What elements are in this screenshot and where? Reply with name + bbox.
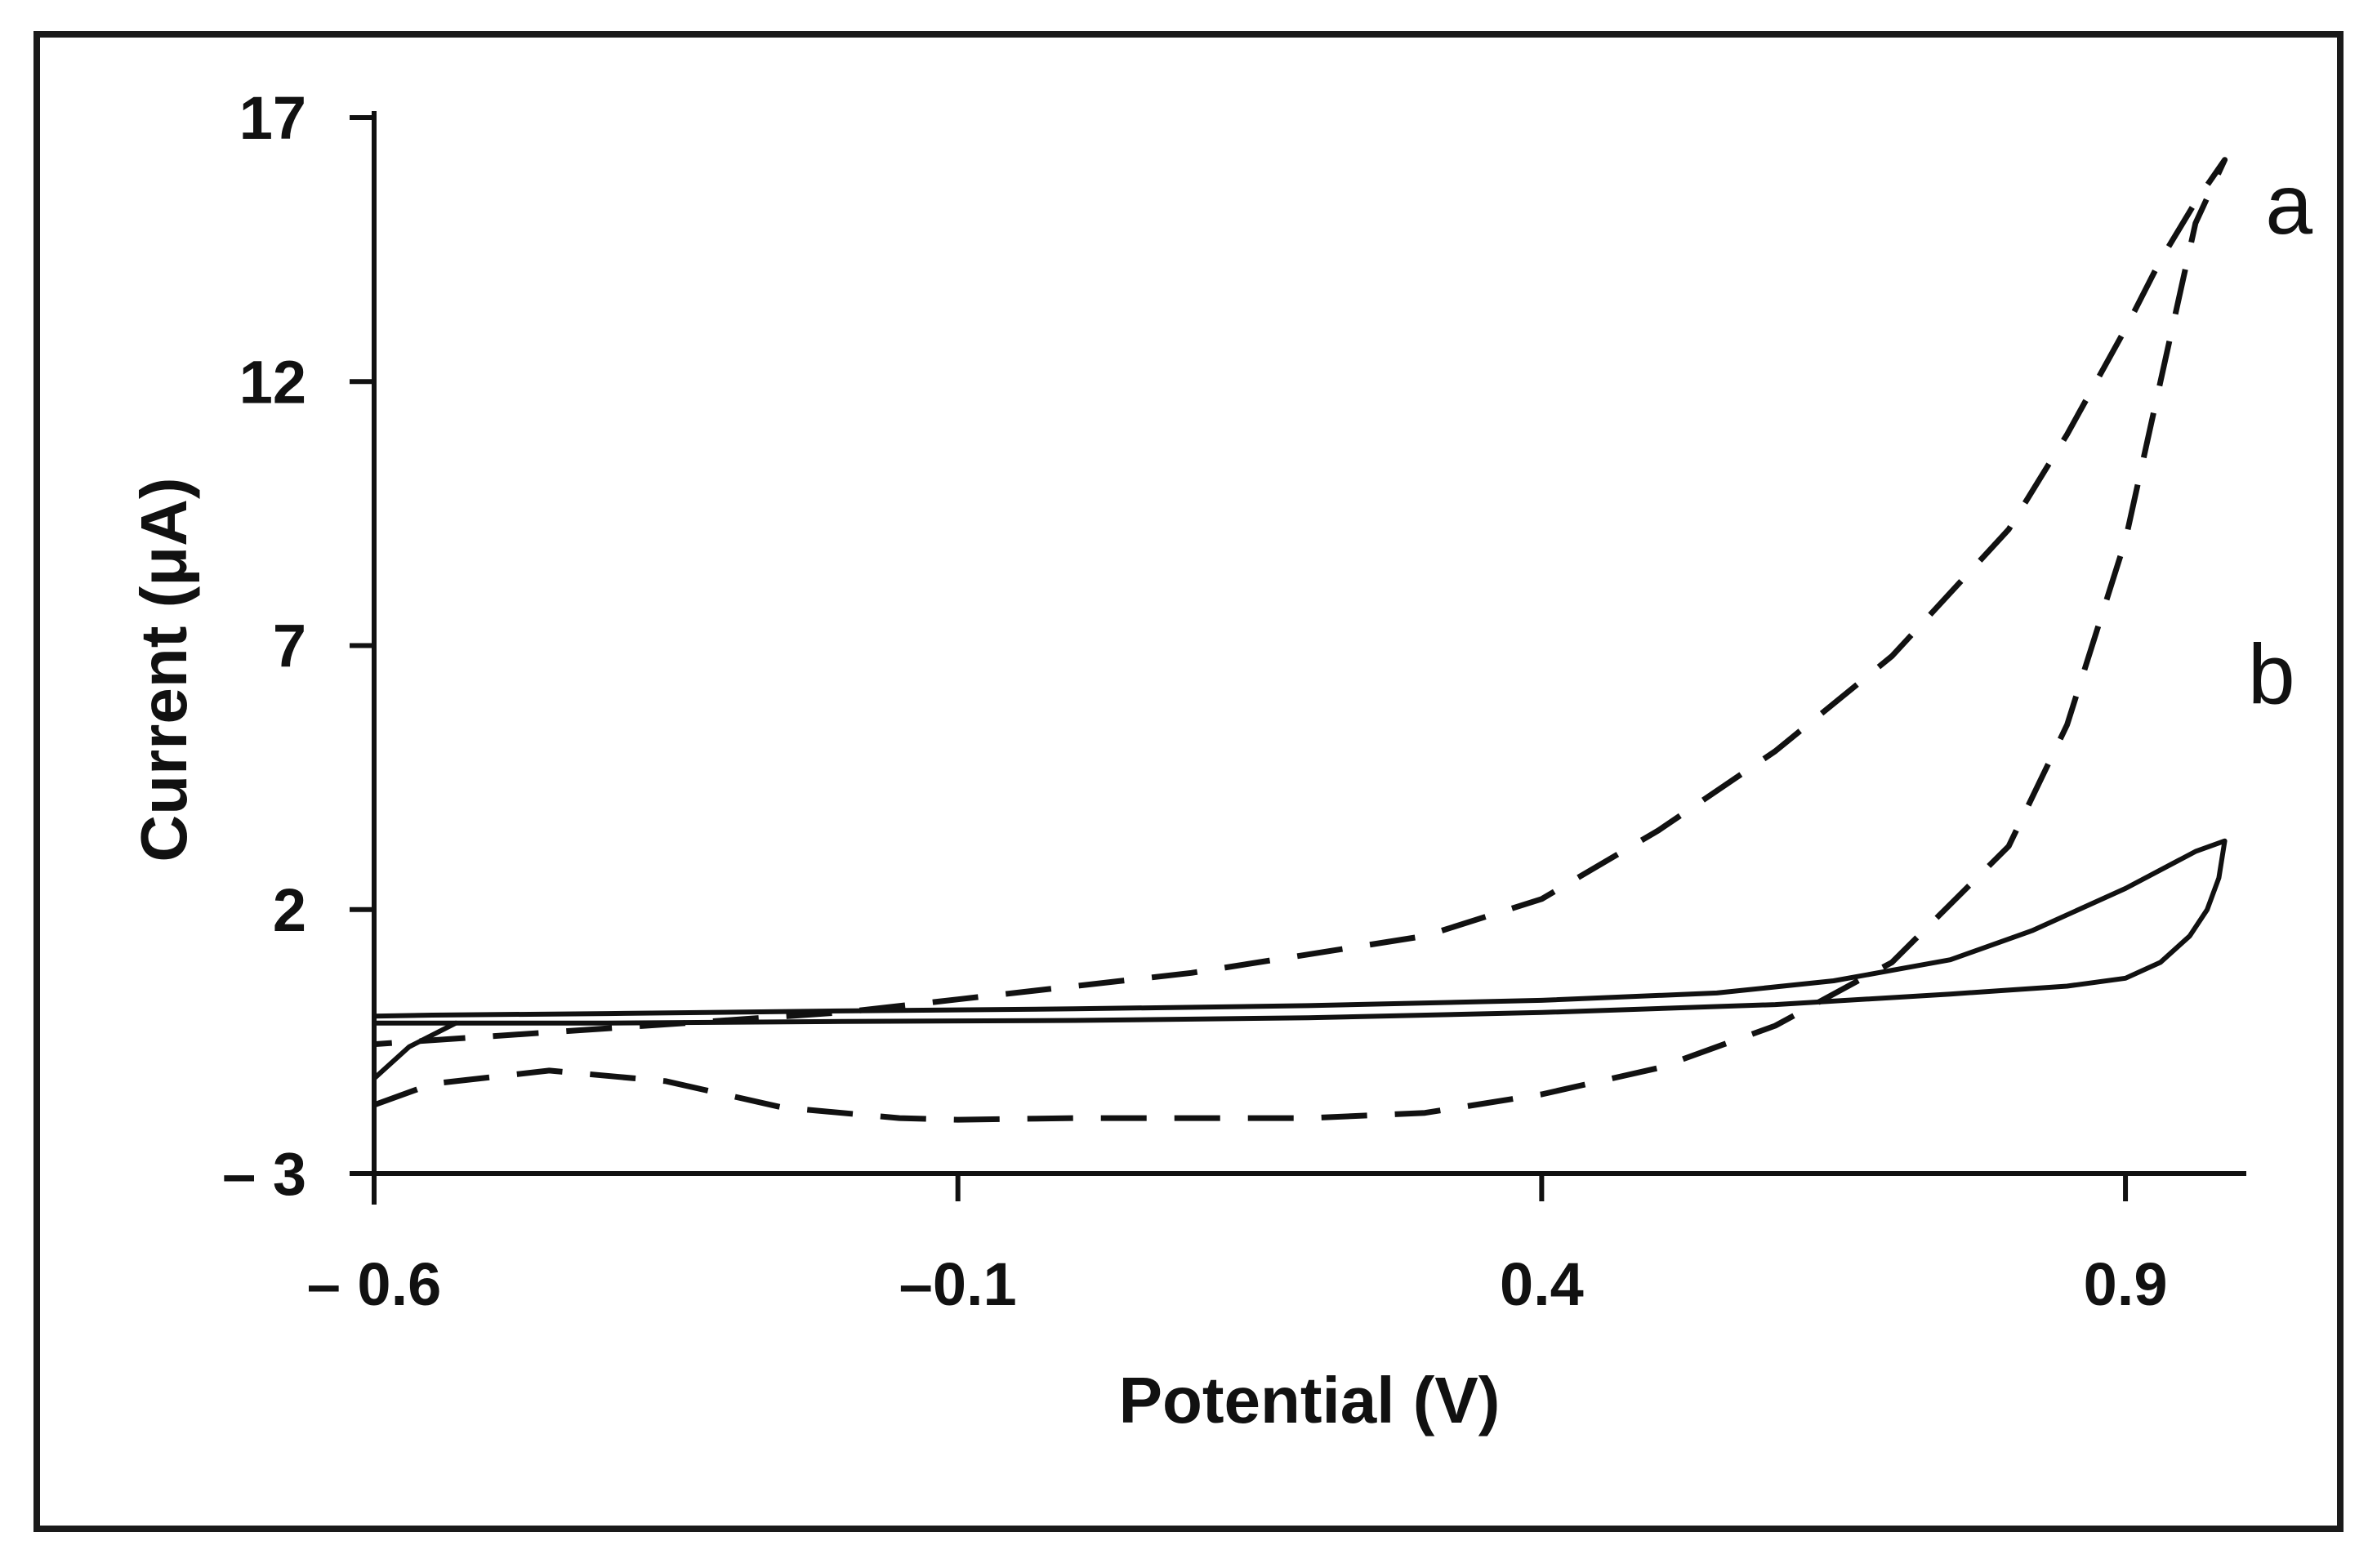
curve-label-a: a (2265, 158, 2312, 252)
x-tick-label: 0.9 (2084, 1250, 2168, 1318)
x-tick-label: – 0.6 (307, 1250, 442, 1318)
y-axis-title: Current (μA) (127, 477, 200, 862)
series-b-line (372, 838, 2228, 1026)
y-tick-label: 2 (273, 876, 306, 944)
y-tick-label: – 3 (222, 1140, 306, 1208)
series-b-tail-line (372, 1020, 459, 1081)
y-tick-label: 7 (273, 612, 306, 680)
x-axis-title: Potential (V) (1119, 1364, 1501, 1437)
y-tick-label: 17 (239, 84, 306, 152)
x-axis: – 0.6 –0.1 0.4 0.9 (307, 1171, 2246, 1318)
series-a-line (372, 157, 2228, 1123)
x-tick-label: 0.4 (1500, 1250, 1584, 1318)
figure-border (33, 31, 2344, 1532)
curve-label-b: b (2248, 628, 2295, 723)
x-tick-label: –0.1 (899, 1250, 1017, 1318)
y-axis: – 3 2 7 12 17 (222, 84, 377, 1208)
y-tick-label: 12 (239, 348, 306, 416)
plot-area: ab (372, 157, 2312, 1123)
